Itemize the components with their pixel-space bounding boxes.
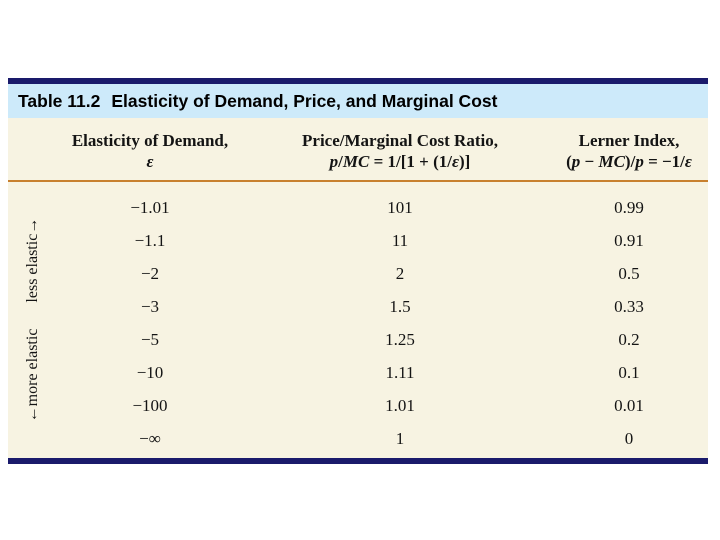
cell-elasticity: −1.1 [134, 231, 166, 250]
cell-lerner: 0 [624, 429, 634, 448]
column-header-lerner-line1: Lerner Index, [578, 131, 680, 150]
cell-ratio: 1.5 [389, 297, 411, 316]
cell-elasticity: −∞ [139, 429, 161, 448]
column-header-elasticity-line1: Elasticity of Demand, [71, 131, 229, 150]
cell-ratio: 1.25 [385, 330, 415, 349]
table-body: Elasticity of Demand, ε Price/Marginal C… [8, 118, 708, 458]
more-elastic-arrow-label: ←more elastic [24, 328, 41, 423]
table-title: Elasticity of Demand, Price, and Margina… [111, 90, 498, 111]
cell-lerner: 0.33 [614, 297, 644, 316]
table-header-row: Elasticity of Demand, ε Price/Marginal C… [8, 118, 708, 180]
column-header-elasticity: Elasticity of Demand, ε [50, 130, 250, 180]
cell-lerner: 0.91 [614, 231, 644, 250]
cell-lerner: 0.01 [614, 396, 644, 415]
less-elastic-arrow-label: less elastic→ [24, 217, 41, 303]
cell-elasticity: −2 [140, 264, 160, 283]
column-header-lerner: Lerner Index, (p − MC)/p = −1/ε [550, 130, 708, 180]
table-title-band: Table 11.2 Elasticity of Demand, Price, … [8, 84, 708, 118]
cell-elasticity: −10 [136, 363, 164, 382]
table-bottom-border [8, 458, 708, 464]
cell-ratio: 11 [391, 231, 409, 250]
cell-ratio: 101 [387, 198, 413, 217]
cell-elasticity: −3 [140, 297, 160, 316]
table-row: −∞ 1 0 [8, 422, 708, 455]
table-top-border [8, 78, 708, 84]
cell-lerner: 0.2 [618, 330, 640, 349]
cell-lerner: 0.1 [618, 363, 640, 382]
table-number: Table 11.2 [18, 90, 101, 111]
cell-ratio: 2 [395, 264, 405, 283]
table-row: −2 2 0.5 [8, 257, 708, 290]
column-header-ratio: Price/Marginal Cost Ratio, p/MC = 1/[1 +… [250, 130, 550, 180]
table-row: −3 1.5 0.33 [8, 290, 708, 323]
cell-ratio: 1.11 [385, 363, 415, 382]
column-header-lerner-line2: (p − MC)/p = −1/ε [566, 152, 692, 171]
cell-elasticity: −100 [132, 396, 168, 415]
cell-ratio: 1 [395, 429, 405, 448]
table-row: −5 1.25 0.2 [8, 323, 708, 356]
cell-elasticity: −5 [140, 330, 160, 349]
table-row: −100 1.01 0.01 [8, 389, 708, 422]
cell-ratio: 1.01 [385, 396, 415, 415]
elasticity-table-figure: Table 11.2 Elasticity of Demand, Price, … [8, 78, 708, 464]
column-header-elasticity-line2: ε [146, 152, 154, 171]
table-row: −1.01 101 0.99 [8, 191, 708, 224]
cell-lerner: 0.5 [618, 264, 640, 283]
header-divider-rule [8, 180, 708, 182]
column-header-ratio-line1: Price/Marginal Cost Ratio, [302, 131, 498, 150]
elasticity-axis-label: ←more elastic less elastic→ [23, 185, 43, 455]
column-header-ratio-line2: p/MC = 1/[1 + (1/ε)] [329, 152, 471, 171]
cell-lerner: 0.99 [614, 198, 644, 217]
header-gutter [8, 130, 50, 180]
table-rows: −1.01 101 0.99 −1.1 11 0.91 −2 2 0.5 [8, 182, 708, 455]
table-row: −1.1 11 0.91 [8, 224, 708, 257]
cell-elasticity: −1.01 [130, 198, 170, 217]
table-row: −10 1.11 0.1 [8, 356, 708, 389]
